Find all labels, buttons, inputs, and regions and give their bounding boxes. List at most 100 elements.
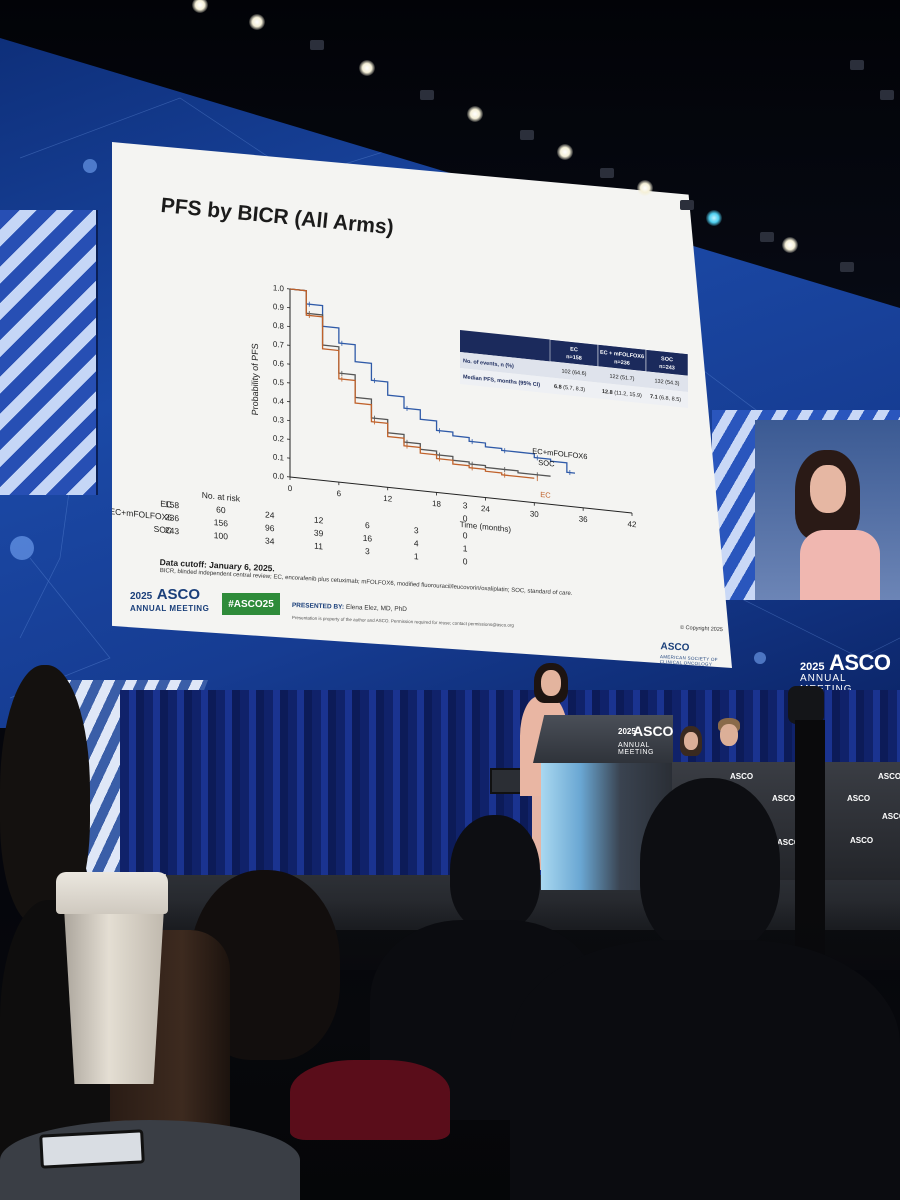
speaker-face <box>541 670 561 696</box>
table-label-3: ASCO <box>777 838 801 847</box>
stage-light <box>192 0 208 13</box>
median-ci: (11.2, 15.9) <box>614 390 642 399</box>
podium-name: ASCO <box>633 723 674 739</box>
stage-light <box>359 60 375 76</box>
y-tick-label: 0.4 <box>273 396 285 406</box>
panelist-2-face <box>720 724 738 746</box>
panelist-1-face <box>684 732 698 750</box>
risk-cell: 1 <box>414 551 419 561</box>
median-ci: (6.8, 8.5) <box>659 395 681 403</box>
median-value: 6.8 <box>554 384 563 391</box>
table-header-arm: SOC <box>661 356 673 363</box>
y-tick-label: 0.8 <box>273 321 285 331</box>
table-label-6: ASCO <box>878 772 900 781</box>
coffee-cup-lid <box>56 872 168 914</box>
median-value: 12.8 <box>602 389 614 396</box>
curve-label-soc: SOC <box>538 458 555 469</box>
light-fixture <box>680 200 694 210</box>
table-row <box>460 368 688 408</box>
x-axis-label: Time (months) <box>460 520 512 534</box>
table-label-4: ASCO <box>847 794 871 803</box>
y-tick-label: 0.0 <box>273 471 285 481</box>
risk-cell: 243 <box>165 525 179 536</box>
table-cell: 132 (54.3) <box>654 378 679 387</box>
x-tick-label: 18 <box>432 499 441 509</box>
light-fixture <box>310 40 324 50</box>
km-curve-ec-mfolfox6 <box>290 288 575 474</box>
table-label-1: ASCO <box>730 772 754 781</box>
light-fixture <box>840 262 854 272</box>
median-ci: (5.7, 8.3) <box>563 385 585 393</box>
hashtag-badge: #ASCO25 <box>222 593 280 615</box>
table-cell: 122 (51.7) <box>609 374 634 383</box>
slide-logo-year: 2025 <box>130 591 153 602</box>
stage-light <box>782 237 798 253</box>
risk-cell: 24 <box>265 509 275 520</box>
y-tick-label: 1.0 <box>273 283 285 293</box>
slide-meeting-logo: 2025 ASCO ANNUAL MEETING <box>130 586 209 613</box>
screen-badge-year: 2025 <box>800 661 825 673</box>
camera-head <box>788 686 824 724</box>
curve-label-ec: EC <box>540 490 551 500</box>
risk-cell: 34 <box>265 535 275 546</box>
x-tick-label: 36 <box>579 514 588 524</box>
stage-light <box>706 210 722 226</box>
median-value: 7.1 <box>650 394 659 401</box>
y-tick-label: 0.7 <box>273 340 285 350</box>
risk-cell: 236 <box>165 512 179 523</box>
y-tick-label: 0.9 <box>273 302 285 312</box>
table-row <box>460 352 688 392</box>
table-label-2: ASCO <box>772 794 796 803</box>
x-tick-label: 6 <box>337 489 342 498</box>
x-tick-label: 0 <box>288 484 293 493</box>
x-axis <box>290 476 632 514</box>
risk-cell: 12 <box>314 515 324 526</box>
podium-top: 2025 ASCO ANNUAL MEETING <box>533 715 673 763</box>
stage-light <box>249 14 265 30</box>
y-tick-label: 0.6 <box>273 358 285 368</box>
light-fixture <box>420 90 434 100</box>
km-curve-soc <box>290 288 551 477</box>
risk-cell: 3 <box>414 525 419 535</box>
screen-asco-badge: 2025 ASCO ANNUAL MEETING <box>800 650 895 695</box>
risk-row-name: EC <box>160 498 172 509</box>
x-tick-label: 24 <box>481 504 490 514</box>
table-header-n: n=236 <box>614 359 630 367</box>
risk-cell: 16 <box>363 533 373 544</box>
screen-badge-name: ASCO <box>828 650 891 675</box>
table-cell: 102 (64.6) <box>561 369 586 378</box>
risk-extra-cell: 3 <box>463 500 468 510</box>
table-header-n: n=158 <box>566 354 582 362</box>
podium-sub: ANNUAL MEETING <box>618 742 655 756</box>
audience-shoulders-right <box>510 940 900 1200</box>
projected-slide: PFS by BICR (All Arms) 1.0 0.9 0.8 0.7 0.6 0.… <box>112 142 732 668</box>
risk-table-title: No. at risk <box>202 490 241 504</box>
video-speaker-face <box>810 465 846 513</box>
phone-screen <box>39 1129 145 1169</box>
table-header-n: n=243 <box>659 364 675 372</box>
risk-cell: 3 <box>365 546 370 556</box>
screen-badge-sub: ANNUAL MEETING <box>800 673 852 695</box>
y-tick-label: 0.3 <box>273 415 285 425</box>
y-axis-label: Probability of PFS <box>250 343 260 416</box>
risk-row-name: SOC <box>154 524 172 536</box>
km-chart: 1.00.90.80.70.60.50.40.30.20.10.00612182… <box>112 283 689 567</box>
light-fixture <box>880 90 894 100</box>
risk-cell: 39 <box>314 528 324 539</box>
risk-cell: 0 <box>463 530 468 540</box>
risk-cell: 4 <box>414 538 419 548</box>
light-fixture <box>760 232 774 242</box>
stripe-panel-left <box>0 210 98 495</box>
slide-logo-sub: ANNUAL MEETING <box>130 604 210 613</box>
asco-logo-text: ASCO <box>660 641 690 654</box>
video-speaker-body <box>800 530 880 600</box>
y-tick-label: 0.5 <box>273 377 285 387</box>
y-tick-label: 0.1 <box>273 452 285 462</box>
stage-light <box>557 144 573 160</box>
table-label-5: ASCO <box>850 836 874 845</box>
audience-red-sleeve <box>290 1060 450 1140</box>
y-tick-label: 0.2 <box>273 434 285 444</box>
light-fixture <box>520 130 534 140</box>
light-fixture <box>850 60 864 70</box>
podium-year: 2025 <box>618 727 636 736</box>
